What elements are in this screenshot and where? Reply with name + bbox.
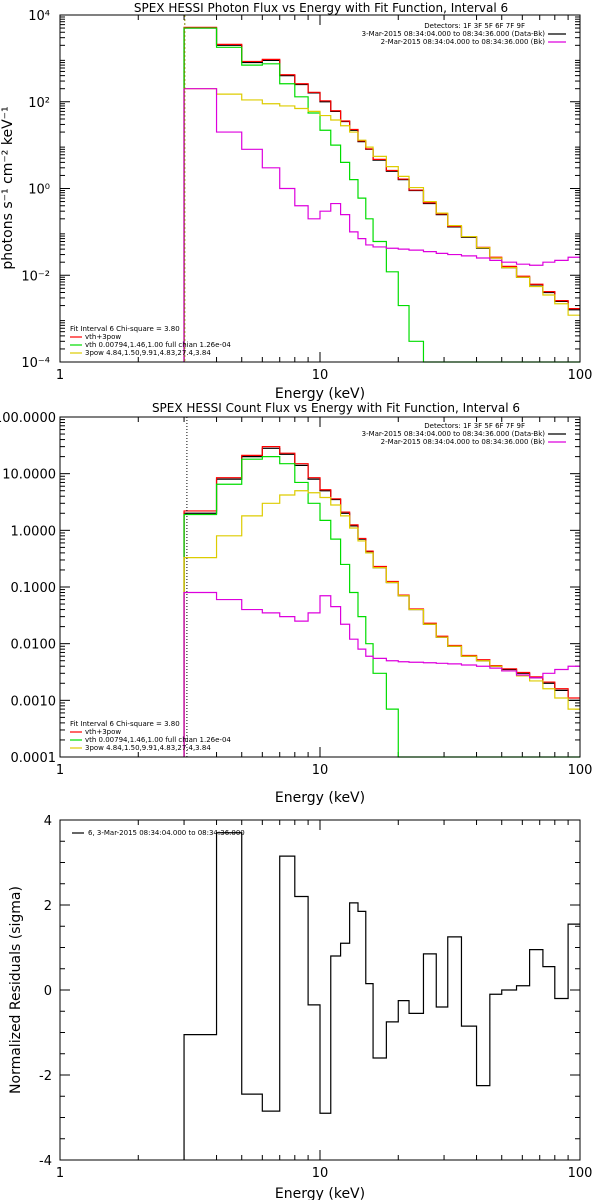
residuals-series-group [183, 832, 580, 1160]
count-axis-ticks: 1 10 100 0.0001 0.0010 0.0100 0.1000 1.0000 10.0… [0, 411, 592, 778]
count-legend-line-2: vth 0.00794,1.46,1.00 full chian 1.26e-0… [85, 736, 231, 744]
residuals-y-tick-label: 0 [44, 984, 52, 999]
photon-flux-panel: SPEX HESSI Photon Flux vs Energy with Fi… [0, 1, 592, 402]
count-series-magenta [183, 591, 580, 757]
photon-series-group [183, 26, 580, 363]
count-legend-bottom: Fit Interval 6 Chi-square = 3.80 vth+3po… [70, 720, 231, 752]
photon-axis-ticks: 1 10 100 10⁻⁴ 10⁻² 10⁰ 10² 10⁴ [21, 9, 592, 383]
photon-series-black [183, 27, 580, 362]
photon-y-axis-label: photons s⁻¹ cm⁻² keV⁻¹ [0, 106, 16, 269]
residuals-y-axis-label: Normalized Residuals (sigma) [8, 886, 24, 1094]
photon-x-axis-label: Energy (keV) [275, 386, 365, 402]
count-plot-frame [59, 416, 581, 758]
photon-legend-detectors: Detectors: 1F 3F 5F 6F 7F 9F [424, 22, 525, 30]
photon-plot-frame [59, 14, 581, 363]
count-panel-title: SPEX HESSI Count Flux vs Energy with Fit… [152, 401, 520, 415]
photon-legend-bottom: Fit Interval 6 Chi-square = 3.80 vth+3po… [70, 325, 231, 357]
count-legend-top: Detectors: 1F 3F 5F 6F 7F 9F 3-Mar-2015 … [362, 422, 566, 446]
count-x-tick-label: 10 [312, 763, 329, 778]
count-y-tick-label: 1.0000 [11, 524, 57, 539]
count-y-tick-label: 0.0010 [11, 694, 57, 709]
residuals-series-black [183, 832, 580, 1160]
photon-panel-title: SPEX HESSI Photon Flux vs Energy with Fi… [134, 1, 508, 15]
count-y-tick-label: 0.0100 [11, 638, 57, 653]
count-series-group [183, 446, 580, 758]
photon-legend-line-3: 3pow 4.84,1.50,9.91,4.83,27.4,3.84 [85, 349, 211, 357]
count-x-tick-label: 100 [568, 763, 593, 778]
photon-legend-line-1: vth+3pow [85, 333, 121, 341]
photon-series-red [183, 26, 580, 362]
residuals-panel: 1 10 100 -4 -2 0 2 4 Energy (keV) Normalized Re… [8, 814, 592, 1200]
count-legend-detectors: Detectors: 1F 3F 5F 6F 7F 9F [424, 422, 525, 430]
residuals-x-axis-label: Energy (keV) [275, 1186, 365, 1200]
count-x-axis-label: Energy (keV) [275, 790, 365, 806]
count-series-green [183, 456, 580, 758]
residuals-legend: 6, 3-Mar-2015 08:34:04.000 to 08:34:36.0… [88, 829, 245, 837]
photon-series-green [183, 27, 580, 363]
residuals-y-tick-label: -4 [39, 1154, 52, 1169]
count-legend-line-1: vth+3pow [85, 728, 121, 736]
count-legend-bk: 2-Mar-2015 08:34:04.000 to 08:34:36.000 … [381, 438, 546, 446]
photon-legend-bk: 2-Mar-2015 08:34:04.000 to 08:34:36.000 … [381, 38, 546, 46]
count-y-tick-label: 10.0000 [2, 468, 56, 483]
count-legend-data-bk: 3-Mar-2015 08:34:04.000 to 08:34:36.000 … [362, 430, 546, 438]
photon-y-tick-label: 10⁴ [28, 9, 50, 24]
residuals-y-tick-label: 2 [44, 899, 52, 914]
residuals-plot-frame [59, 819, 581, 1161]
photon-x-tick-label: 100 [568, 368, 593, 383]
photon-legend-top: Detectors: 1F 3F 5F 6F 7F 9F 3-Mar-2015 … [362, 22, 566, 46]
residuals-x-tick-label: 10 [312, 1166, 329, 1181]
count-y-tick-label: 0.1000 [11, 581, 57, 596]
photon-legend-data-bk: 3-Mar-2015 08:34:04.000 to 08:34:36.000 … [362, 30, 546, 38]
count-legend-fit-interval: Fit Interval 6 Chi-square = 3.80 [70, 720, 180, 728]
count-x-tick-label: 1 [56, 763, 64, 778]
photon-x-tick-label: 10 [312, 368, 329, 383]
residuals-y-tick-label: -2 [39, 1069, 52, 1084]
photon-y-tick-label: 10⁰ [28, 183, 50, 198]
photon-x-tick-label: 1 [56, 368, 64, 383]
count-series-black [183, 447, 580, 757]
count-series-red [183, 446, 580, 757]
count-y-tick-label: 0.0001 [11, 751, 57, 766]
count-flux-panel: SPEX HESSI Count Flux vs Energy with Fit… [0, 401, 592, 806]
count-series-yellow [183, 490, 580, 757]
photon-y-tick-label: 10⁻² [21, 269, 50, 284]
residuals-axis-ticks: 1 10 100 -4 -2 0 2 4 [39, 814, 592, 1181]
count-legend-line-3: 3pow 4.84,1.50,9.91,4.83,27.4,3.84 [85, 744, 211, 752]
photon-legend-fit-interval: Fit Interval 6 Chi-square = 3.80 [70, 325, 180, 333]
photon-legend-line-2: vth 0.00794,1.46,1.00 full chian 1.26e-0… [85, 341, 231, 349]
residuals-x-tick-label: 100 [568, 1166, 593, 1181]
photon-series-magenta [183, 88, 580, 362]
photon-series-yellow [183, 88, 580, 362]
photon-y-tick-label: 10² [28, 96, 50, 111]
photon-y-tick-label: 10⁻⁴ [21, 356, 50, 371]
residuals-y-tick-label: 4 [44, 814, 52, 829]
count-y-tick-label: 100.0000 [0, 411, 56, 426]
residuals-x-tick-label: 1 [56, 1166, 64, 1181]
